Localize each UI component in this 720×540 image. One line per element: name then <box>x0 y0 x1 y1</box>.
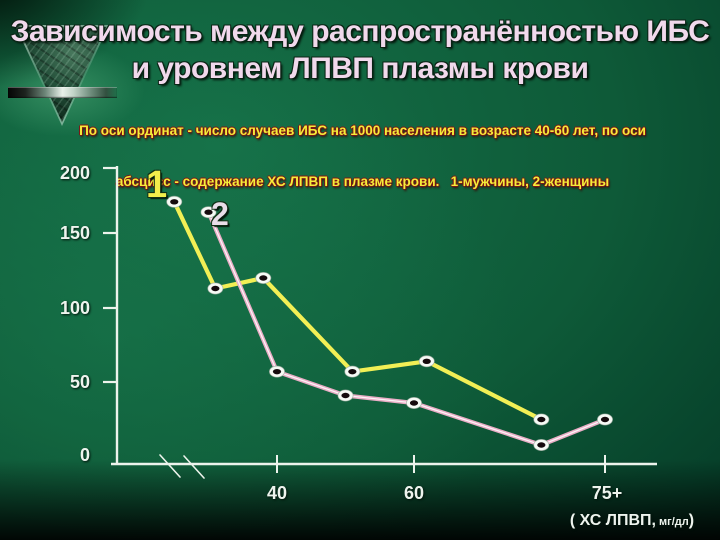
data-point-marker-inner <box>537 442 546 448</box>
series-label-women: 2 <box>211 196 229 232</box>
series-label-men: 1 <box>146 164 168 206</box>
x-tick-label-75plus: 75+ <box>591 483 623 503</box>
x-tick-label-40: 40 <box>266 483 288 503</box>
slide-title-line2: и уровнем ЛПВП плазмы крови <box>131 52 589 85</box>
y-tick-label-50: 50 <box>69 372 90 392</box>
data-point-marker-inner <box>409 400 419 406</box>
series-line-2 <box>206 210 608 448</box>
y-tick-label-100: 100 <box>59 298 90 318</box>
series-line-core-2 <box>207 211 606 446</box>
data-point-marker-inner <box>537 416 546 423</box>
series-line-1 <box>172 199 544 422</box>
x-axis-unit-prefix: ( ХС ЛПВП, <box>569 512 656 529</box>
x-axis-unit-label: ( ХС ЛПВП, мг/дл) <box>548 510 716 533</box>
axis-break-mark <box>159 454 181 478</box>
data-point-marker-inner <box>259 275 268 281</box>
data-point-marker-inner <box>341 392 350 399</box>
slide-title: Зависимость между распространённостью ИБ… <box>0 13 720 87</box>
y-tick-label-150: 150 <box>59 223 90 243</box>
data-point-marker-inner <box>600 416 610 423</box>
x-axis-unit-small: мг/дл <box>655 516 689 528</box>
x-tick-label-60: 60 <box>403 483 425 503</box>
data-point-marker-inner <box>272 368 282 375</box>
slide-subtitle-line2: абсцисс - содержание ХС ЛПВП в плазме кр… <box>115 174 610 189</box>
slide-subtitle: По оси ординат - число случаев ИБС на 10… <box>5 88 720 224</box>
axis-break-mark <box>183 455 205 479</box>
decorative-gradient-bar <box>8 87 117 98</box>
y-tick-label-200: 200 <box>59 163 90 183</box>
data-point-marker-inner <box>422 358 431 364</box>
data-point-marker-inner <box>170 199 179 205</box>
y-tick-label-0: 0 <box>79 445 90 465</box>
data-point-marker-inner <box>348 368 357 375</box>
slide-title-line1: Зависимость между распространённостью ИБ… <box>10 15 710 48</box>
x-axis-unit-suffix: ) <box>688 512 695 529</box>
data-point-marker-inner <box>211 285 220 292</box>
slide-subtitle-line1: По оси ординат - число случаев ИБС на 10… <box>79 123 646 138</box>
data-point-marker-inner <box>204 209 213 215</box>
